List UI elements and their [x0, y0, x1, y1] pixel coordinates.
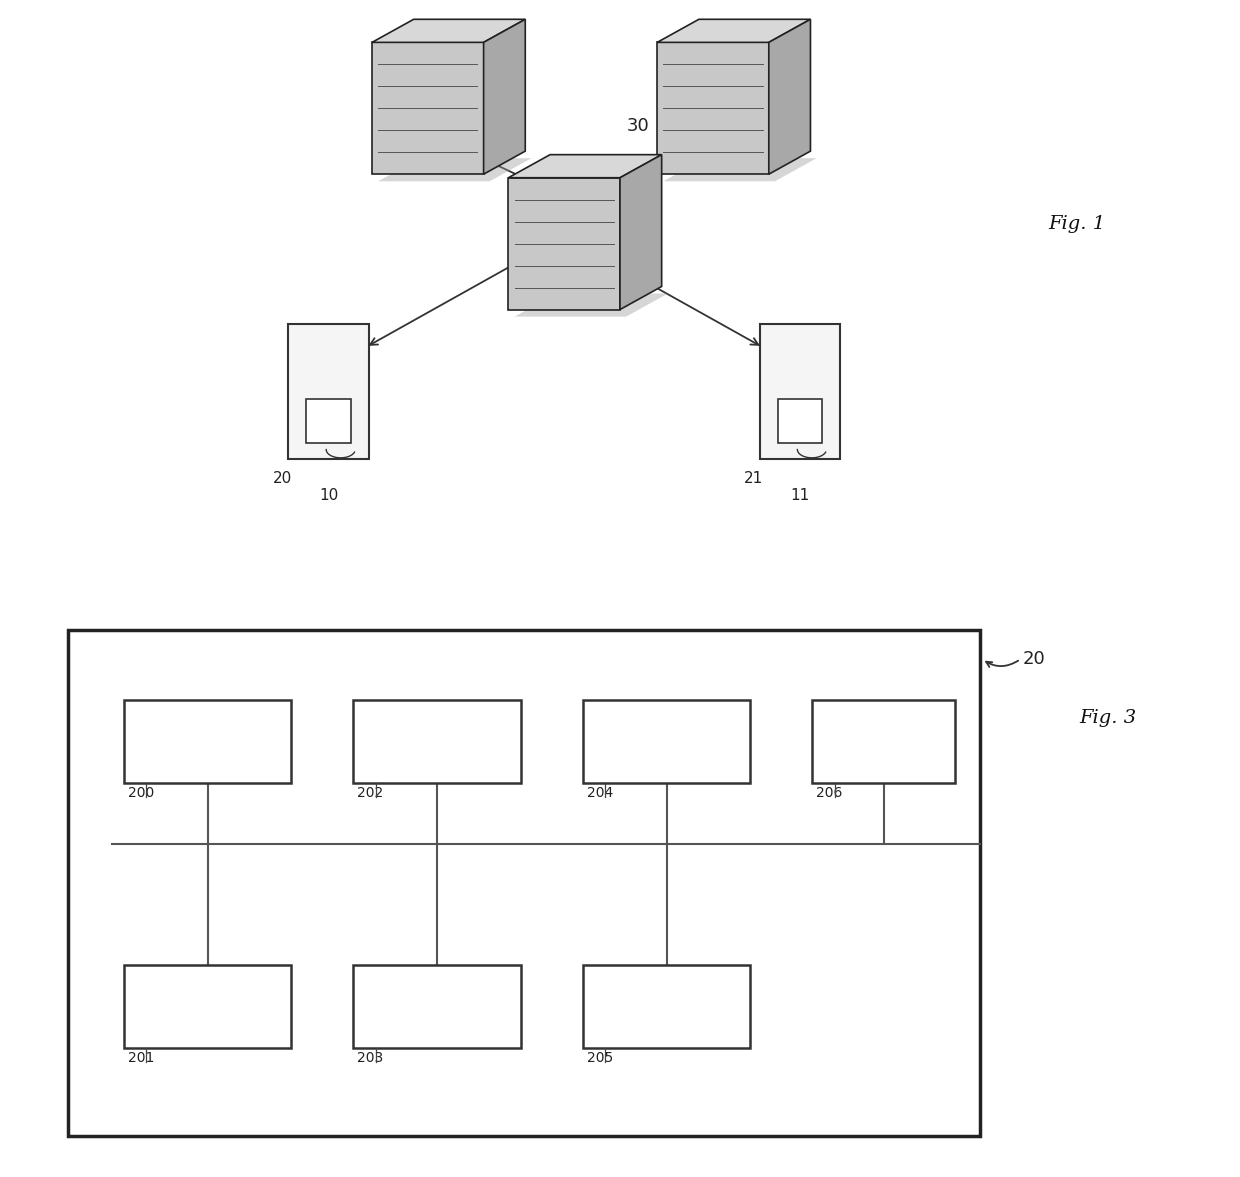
- Polygon shape: [663, 158, 817, 181]
- Text: 203: 203: [357, 1051, 383, 1065]
- Polygon shape: [508, 154, 662, 178]
- Polygon shape: [657, 42, 769, 174]
- Text: 201: 201: [128, 1051, 154, 1065]
- Text: 202: 202: [357, 786, 383, 800]
- Polygon shape: [657, 19, 811, 42]
- Bar: [353, 700, 521, 783]
- Text: 206: 206: [816, 786, 842, 800]
- Text: 11: 11: [790, 487, 810, 503]
- Bar: [777, 399, 822, 443]
- Polygon shape: [508, 178, 620, 310]
- Bar: [68, 630, 980, 1136]
- Text: E/R: E/R: [651, 997, 682, 1016]
- Bar: [124, 965, 291, 1048]
- Bar: [583, 700, 750, 783]
- Text: ISD-R: ISD-R: [413, 997, 461, 1016]
- Polygon shape: [515, 293, 668, 317]
- Polygon shape: [372, 19, 526, 42]
- Polygon shape: [620, 154, 662, 310]
- Bar: [288, 324, 370, 459]
- Text: ISD-P: ISD-P: [413, 732, 461, 751]
- Text: 20: 20: [1023, 650, 1045, 669]
- Text: Fig. 1: Fig. 1: [1048, 214, 1105, 233]
- Text: Proc: Proc: [188, 732, 227, 751]
- Bar: [353, 965, 521, 1048]
- Polygon shape: [378, 158, 532, 181]
- Text: 200: 200: [128, 786, 154, 800]
- Text: 21: 21: [744, 472, 764, 486]
- Text: Fig. 3: Fig. 3: [1079, 709, 1136, 727]
- Bar: [812, 700, 955, 783]
- Bar: [124, 700, 291, 783]
- Text: OS: OS: [195, 997, 221, 1016]
- Bar: [583, 965, 750, 1048]
- Bar: [759, 324, 839, 459]
- Text: 30: 30: [626, 118, 649, 135]
- Polygon shape: [484, 19, 526, 174]
- Text: 20: 20: [273, 472, 293, 486]
- Text: 204: 204: [587, 786, 613, 800]
- Text: 205: 205: [587, 1051, 613, 1065]
- Text: Mem: Mem: [862, 732, 905, 751]
- Bar: [306, 399, 351, 443]
- Polygon shape: [372, 42, 484, 174]
- Text: ECASD: ECASD: [636, 732, 697, 751]
- Polygon shape: [769, 19, 811, 174]
- Text: 10: 10: [319, 487, 339, 503]
